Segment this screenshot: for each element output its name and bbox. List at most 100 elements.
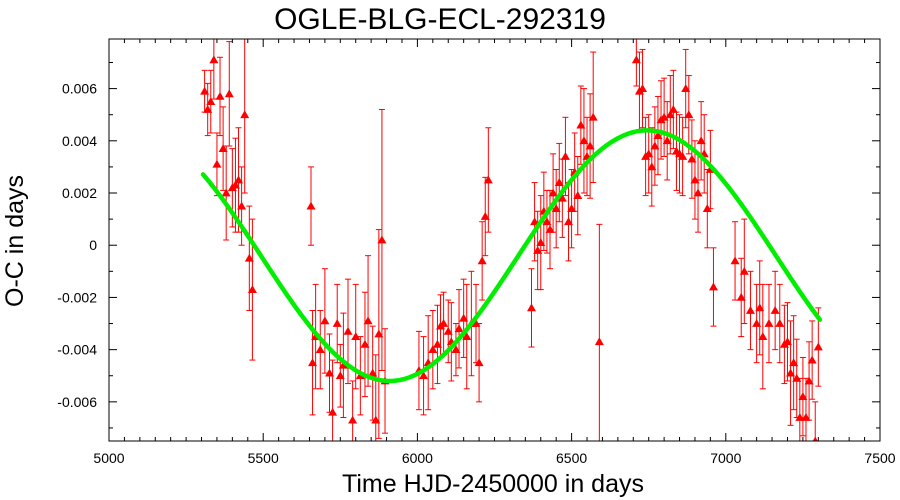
triangle-marker: [789, 358, 799, 367]
data-point: [374, 229, 384, 439]
data-point: [224, 41, 234, 147]
data-point: [462, 283, 472, 390]
data-point: [662, 101, 672, 181]
data-point: [338, 312, 348, 419]
triangle-marker: [812, 436, 818, 441]
triangle-marker: [221, 188, 231, 197]
triangle-marker: [325, 368, 335, 377]
triangle-marker: [764, 319, 774, 327]
plot-content: [200, 39, 823, 441]
data-point: [428, 309, 438, 390]
data-point: [419, 336, 429, 416]
data-point: [764, 283, 774, 364]
data-point: [328, 359, 338, 441]
data-point: [588, 51, 598, 184]
triangle-marker: [548, 188, 558, 197]
triangle-marker: [573, 191, 583, 199]
triangle-marker: [477, 256, 487, 265]
triangle-marker: [588, 112, 598, 121]
triangle-marker: [801, 413, 811, 421]
data-point: [454, 289, 464, 369]
triangle-marker: [338, 360, 348, 369]
data-point: [240, 39, 250, 194]
triangle-marker: [536, 238, 546, 246]
triangle-marker: [758, 332, 768, 340]
data-point: [638, 48, 648, 129]
data-point: [368, 325, 378, 421]
triangle-marker: [224, 89, 234, 98]
data-point: [306, 166, 316, 246]
data-point: [459, 278, 469, 358]
data-point: [483, 127, 493, 233]
data-point: [212, 132, 222, 197]
data-point: [218, 106, 228, 191]
triangle-marker: [662, 136, 672, 145]
triangle-marker: [792, 373, 802, 382]
triangle-marker: [770, 305, 780, 314]
chart-title: OGLE-BLG-ECL-292319: [274, 3, 606, 36]
data-point: [536, 195, 546, 291]
data-point: [631, 39, 641, 87]
triangle-marker: [533, 245, 543, 254]
triangle-marker: [439, 319, 449, 327]
triangle-marker: [644, 149, 654, 158]
triangle-marker: [480, 212, 490, 220]
data-point: [594, 223, 604, 441]
data-point: [752, 283, 762, 364]
x-tick-label: 7500: [864, 450, 895, 466]
triangle-marker: [315, 345, 325, 354]
data-point: [209, 39, 219, 100]
triangle-marker: [335, 371, 345, 380]
triangle-marker: [348, 415, 358, 424]
triangle-marker: [343, 326, 353, 335]
triangle-marker: [736, 292, 746, 301]
triangle-marker: [206, 97, 216, 106]
data-point: [775, 283, 785, 364]
triangle-marker: [432, 339, 442, 348]
data-point: [377, 108, 387, 372]
triangle-marker: [702, 204, 712, 213]
triangle-marker: [542, 217, 552, 226]
triangle-marker: [459, 313, 469, 322]
data-point: [647, 127, 657, 207]
triangle-marker: [332, 319, 342, 327]
triangle-marker: [215, 91, 225, 100]
data-point: [234, 127, 244, 233]
data-point: [681, 48, 691, 129]
data-point: [736, 257, 746, 338]
triangle-marker: [585, 141, 595, 150]
data-point: [244, 205, 254, 311]
y-axis-label: O-C in days: [1, 175, 29, 307]
data-point: [545, 189, 555, 270]
data-point: [795, 377, 805, 441]
triangle-marker: [462, 332, 472, 340]
data-point: [579, 88, 589, 194]
data-point: [206, 69, 216, 134]
triangle-marker: [237, 201, 247, 210]
x-tick-label: 7000: [710, 450, 741, 466]
triangle-marker: [203, 104, 213, 113]
data-point: [804, 341, 814, 421]
triangle-marker: [360, 339, 370, 348]
triangle-marker: [377, 235, 387, 244]
data-point: [480, 176, 490, 257]
triangle-marker: [687, 154, 697, 163]
triangle-marker: [471, 319, 481, 327]
data-point: [696, 101, 706, 181]
data-point: [770, 270, 780, 351]
data-point: [801, 377, 811, 441]
triangle-marker: [483, 175, 493, 184]
fit-curve: [200, 128, 823, 384]
data-point: [560, 116, 570, 197]
triangle-marker: [234, 175, 244, 184]
triangle-marker: [665, 110, 675, 119]
triangle-marker: [209, 55, 219, 64]
triangle-marker: [564, 217, 574, 226]
triangle-marker: [696, 136, 706, 145]
triangle-marker: [212, 159, 222, 168]
triangle-marker: [247, 285, 257, 293]
axis-ticks: 5000 5500 6000 6500 7000 7500 0.006 0.004 0.002 0…: [57, 39, 896, 466]
data-point: [335, 343, 345, 408]
triangle-marker: [693, 188, 703, 197]
